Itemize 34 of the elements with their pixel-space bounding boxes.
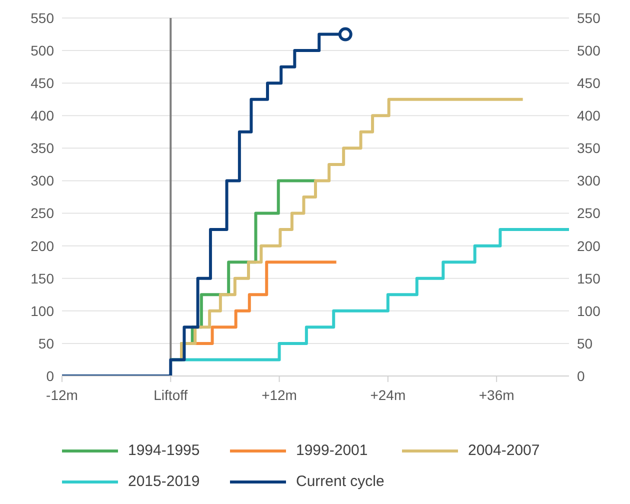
y2-tick-label: 450	[577, 75, 601, 92]
y-tick-label: 100	[30, 302, 54, 319]
x-tick-label: -12m	[46, 386, 78, 403]
y2-tick-label: 0	[577, 368, 585, 384]
legend-label: 2004-2007	[468, 442, 540, 459]
y-tick-label: 0	[46, 368, 54, 384]
legend-label: 2015-2019	[128, 473, 200, 490]
y-tick-label: 450	[30, 75, 54, 92]
y2-tick-label: 550	[577, 10, 601, 26]
y-tick-label: 350	[30, 140, 54, 156]
y-tick-label: 250	[30, 205, 54, 222]
y-tick-label: 300	[30, 172, 54, 189]
y2-tick-label: 150	[577, 270, 601, 286]
y2-tick-label: 400	[577, 108, 601, 124]
legend-label: 1999-2001	[296, 442, 368, 459]
y2-tick-label: 50	[577, 335, 593, 352]
x-tick-label: Liftoff	[154, 386, 188, 403]
y2-tick-label: 300	[577, 172, 601, 189]
y-tick-label: 150	[30, 270, 54, 286]
y2-tick-label: 100	[577, 302, 601, 319]
y-tick-label: 550	[30, 10, 54, 26]
x-tick-label: +36m	[478, 386, 514, 403]
legend-label: 1994-1995	[128, 442, 200, 459]
y2-tick-label: 500	[577, 42, 601, 59]
x-tick-label: +24m	[370, 386, 406, 403]
y2-tick-label: 250	[577, 205, 601, 222]
y-tick-label: 400	[30, 108, 54, 124]
y2-tick-label: 350	[577, 140, 601, 156]
legend-label: Current cycle	[296, 473, 384, 490]
y-tick-label: 200	[30, 238, 54, 254]
y2-tick-label: 200	[577, 238, 601, 254]
x-tick-label: +12m	[262, 386, 297, 403]
y-tick-label: 50	[38, 335, 54, 352]
y-tick-label: 500	[30, 42, 54, 59]
